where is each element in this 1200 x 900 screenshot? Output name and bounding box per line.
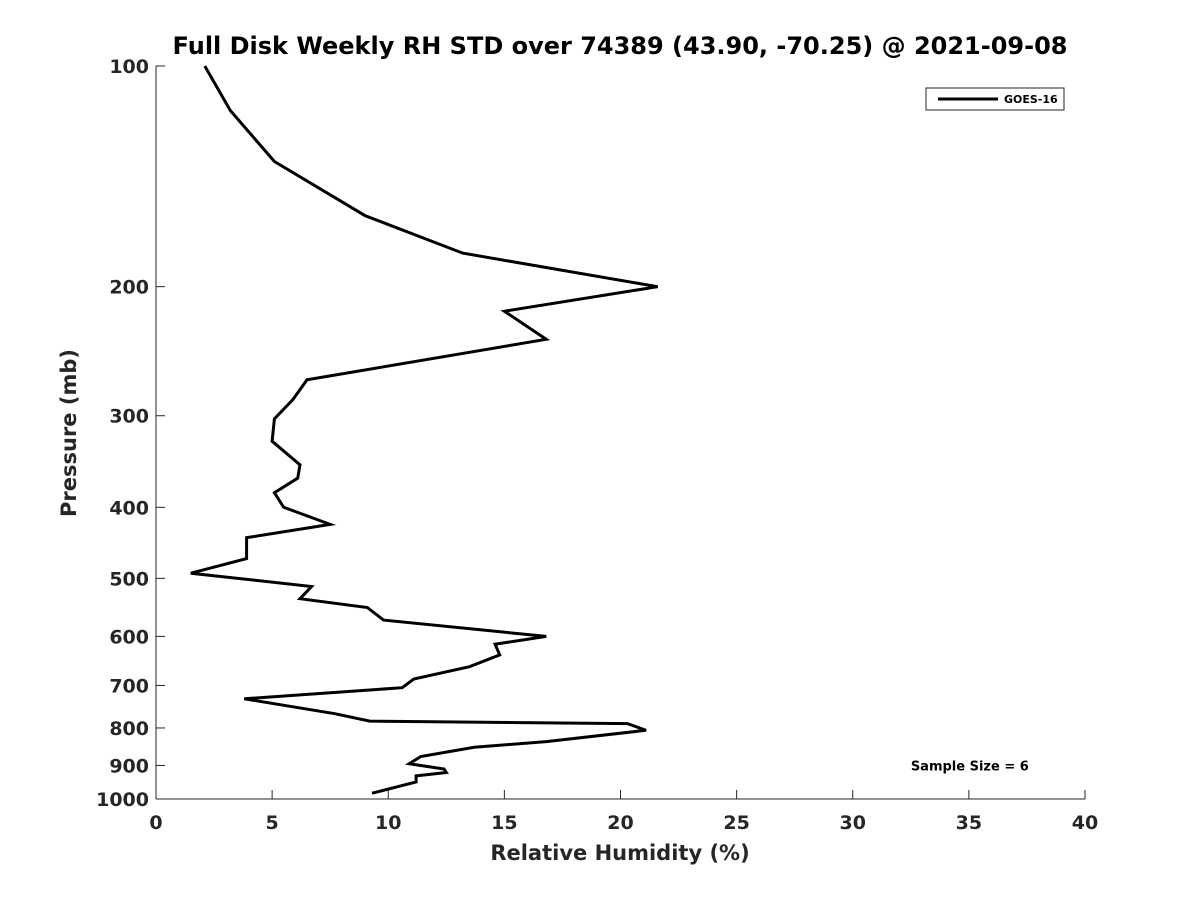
x-tick-label: 30 — [840, 812, 866, 834]
plot-area: 0 5 10 15 20 25 30 35 40 100 200 300 400 500 600 700 80… — [96, 56, 1098, 834]
x-tick-label: 0 — [149, 812, 162, 834]
y-tick-label: 500 — [109, 568, 149, 590]
y-tick-label: 200 — [109, 277, 149, 299]
x-tick-label: 25 — [723, 812, 749, 834]
y-ticks: 100 200 300 400 500 600 700 800 900 1000 — [96, 56, 165, 811]
y-tick-label: 800 — [109, 718, 149, 740]
x-tick-label: 20 — [607, 812, 633, 834]
y-tick-label: 400 — [109, 497, 149, 519]
x-tick-label: 15 — [491, 812, 517, 834]
y-tick-label: 100 — [109, 56, 149, 78]
y-tick-label: 300 — [109, 406, 149, 428]
x-tick-label: 5 — [266, 812, 279, 834]
y-tick-label: 600 — [109, 626, 149, 648]
chart-title: Full Disk Weekly RH STD over 74389 (43.9… — [173, 32, 1068, 60]
x-tick-label: 35 — [956, 812, 982, 834]
x-axis-label: Relative Humidity (%) — [490, 841, 749, 865]
x-tick-label: 40 — [1072, 812, 1098, 834]
y-tick-label: 700 — [109, 675, 149, 697]
series-layer — [190, 65, 658, 795]
y-axis-label: Pressure (mb) — [57, 349, 81, 517]
legend: GOES-16 — [925, 87, 1065, 111]
legend-entry-goes-16: GOES-16 — [1004, 93, 1058, 106]
y-tick-label: 900 — [109, 755, 149, 777]
y-tick-label: 1000 — [96, 789, 149, 811]
x-ticks: 0 5 10 15 20 25 30 35 40 — [149, 790, 1098, 834]
sample-size-annotation: Sample Size = 6 — [911, 759, 1029, 774]
x-tick-label: 10 — [375, 812, 401, 834]
series-line-goes-16 — [190, 65, 658, 795]
